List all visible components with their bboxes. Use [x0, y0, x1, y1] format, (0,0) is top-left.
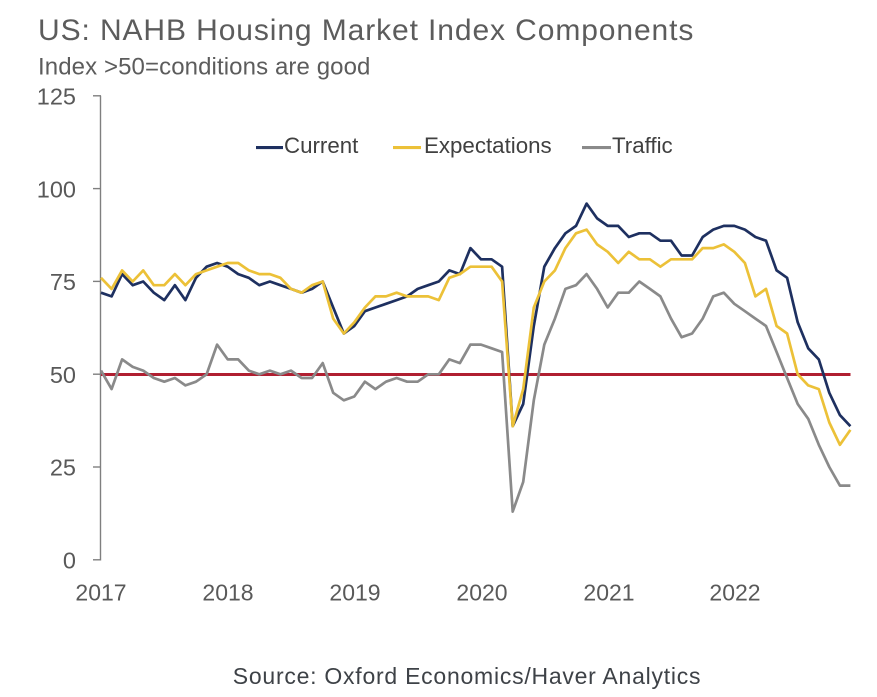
svg-text:Current: Current	[284, 133, 359, 158]
svg-text:125: 125	[37, 84, 76, 110]
svg-text:2021: 2021	[583, 580, 634, 606]
svg-text:Expectations: Expectations	[424, 133, 552, 158]
svg-text:25: 25	[50, 455, 76, 481]
svg-text:75: 75	[50, 269, 76, 295]
svg-text:2017: 2017	[75, 580, 126, 606]
svg-text:Traffic: Traffic	[612, 133, 673, 158]
svg-text:2020: 2020	[456, 580, 507, 606]
svg-text:Source: Oxford Economics/Haver: Source: Oxford Economics/Haver Analytics	[233, 663, 701, 689]
svg-text:2022: 2022	[709, 580, 760, 606]
svg-text:50: 50	[50, 362, 76, 388]
svg-text:0: 0	[63, 547, 76, 573]
svg-text:US: NAHB Housing Market Index: US: NAHB Housing Market Index Components	[38, 14, 694, 47]
svg-text:100: 100	[37, 176, 76, 202]
svg-text:Index >50=conditions are good: Index >50=conditions are good	[38, 54, 371, 81]
svg-text:2018: 2018	[202, 580, 253, 606]
svg-text:2019: 2019	[329, 580, 380, 606]
